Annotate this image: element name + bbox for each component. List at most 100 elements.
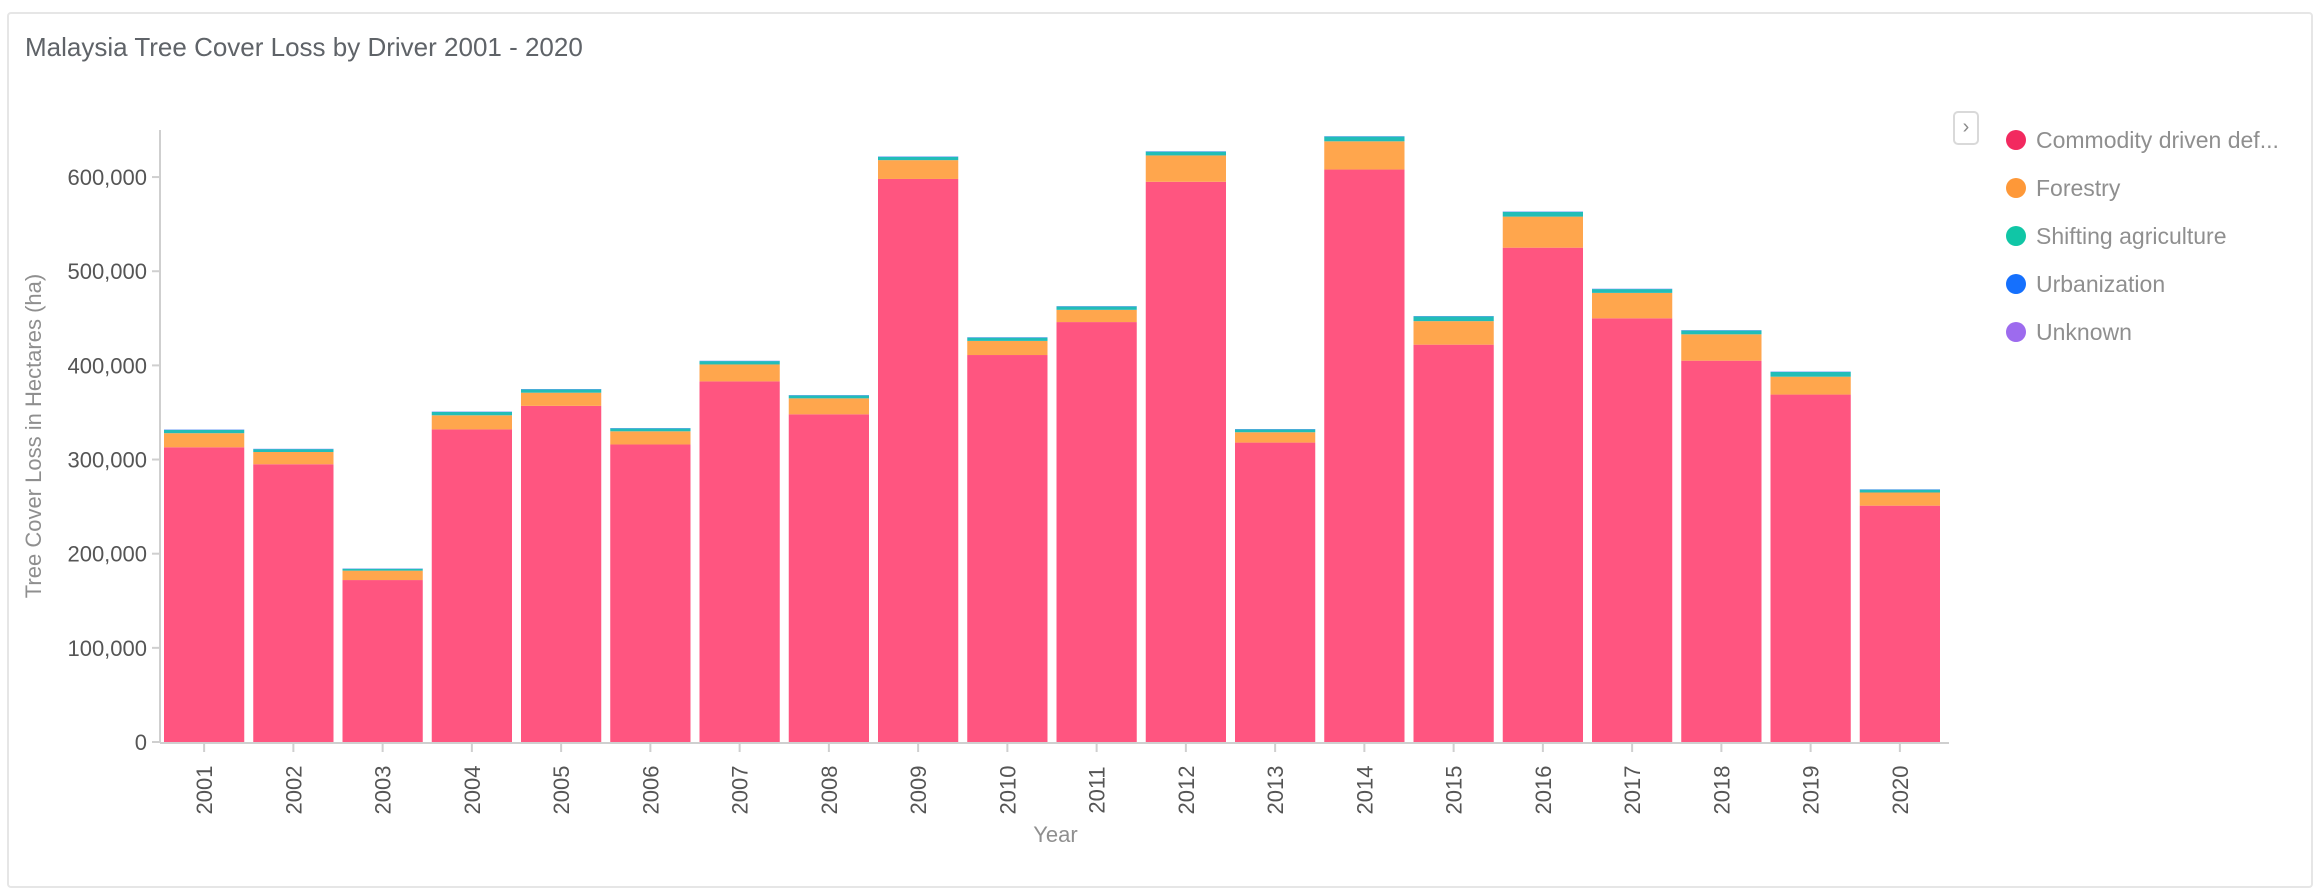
bar-segment bbox=[253, 449, 334, 453]
bar-segment bbox=[1056, 309, 1137, 323]
bar-segment bbox=[1859, 505, 1940, 742]
bar-segment bbox=[610, 428, 691, 432]
x-tick-label: 2018 bbox=[1709, 766, 1734, 815]
bar-segment bbox=[1413, 344, 1494, 742]
bar-segment bbox=[1413, 321, 1494, 345]
y-tick-label: 200,000 bbox=[67, 542, 147, 567]
bar-segment bbox=[431, 411, 512, 416]
bar-segment bbox=[431, 415, 512, 430]
chevron-right-icon[interactable]: › bbox=[1953, 111, 1979, 145]
x-tick-label: 2007 bbox=[728, 766, 753, 815]
bar-segment bbox=[1145, 151, 1226, 156]
bar-segment bbox=[342, 568, 423, 571]
bar-segment bbox=[967, 355, 1048, 742]
bar-segment bbox=[1056, 306, 1137, 310]
bar-segment bbox=[1413, 316, 1494, 322]
x-tick-label: 2002 bbox=[281, 766, 306, 815]
bar-segment bbox=[788, 398, 869, 415]
bar-segment bbox=[1770, 371, 1851, 377]
x-tick-label: 2001 bbox=[192, 766, 217, 815]
x-tick-label: 2010 bbox=[995, 766, 1020, 815]
x-tick-label: 2019 bbox=[1799, 766, 1824, 815]
bar-segment bbox=[1592, 292, 1673, 319]
bar-segment bbox=[521, 389, 602, 393]
bar-segment bbox=[1681, 330, 1762, 335]
legend-dot bbox=[2006, 226, 2026, 246]
x-tick-label: 2020 bbox=[1888, 766, 1913, 815]
bar-segment bbox=[1859, 492, 1940, 506]
legend-dot bbox=[2006, 322, 2026, 342]
legend-item-unknown[interactable]: Unknown bbox=[2006, 317, 2132, 347]
legend-label: Unknown bbox=[2036, 318, 2132, 345]
bar-segment bbox=[1502, 211, 1583, 217]
x-tick-label: 2003 bbox=[371, 766, 396, 815]
x-tick-label: 2016 bbox=[1531, 766, 1556, 815]
legend-item-shifting-agriculture[interactable]: Shifting agriculture bbox=[2006, 221, 2227, 251]
bar-segment bbox=[1770, 394, 1851, 742]
x-tick-label: 2015 bbox=[1442, 766, 1467, 815]
x-tick-label: 2006 bbox=[638, 766, 663, 815]
bar-segment bbox=[610, 431, 691, 445]
bar-segment bbox=[1324, 136, 1405, 142]
bar-segment bbox=[1145, 181, 1226, 743]
x-axis-title: Year bbox=[1033, 822, 1077, 847]
x-tick-label: 2013 bbox=[1263, 766, 1288, 815]
bar-segment bbox=[164, 433, 245, 448]
bar-segment bbox=[1324, 141, 1405, 170]
bar-segment bbox=[342, 580, 423, 742]
x-tick-label: 2011 bbox=[1085, 766, 1110, 813]
legend-dot bbox=[2006, 178, 2026, 198]
bar-segment bbox=[699, 361, 780, 365]
x-tick-label: 2004 bbox=[460, 766, 485, 815]
bar-segment bbox=[521, 405, 602, 742]
legend-item-urbanization[interactable]: Urbanization bbox=[2006, 269, 2165, 299]
bar-segment bbox=[1324, 169, 1405, 742]
bar-segment bbox=[1235, 442, 1316, 742]
bar-segment bbox=[788, 395, 869, 399]
legend-label: Commodity driven def... bbox=[2036, 126, 2279, 153]
bar-segment bbox=[1681, 334, 1762, 361]
bar-segment bbox=[1235, 429, 1316, 433]
y-tick-label: 600,000 bbox=[67, 165, 147, 190]
y-tick-label: 100,000 bbox=[67, 636, 147, 661]
bar-segment bbox=[164, 429, 245, 434]
y-tick-label: 0 bbox=[135, 730, 147, 755]
legend-dot bbox=[2006, 274, 2026, 294]
y-tick-label: 300,000 bbox=[67, 448, 147, 473]
bar-segment bbox=[1235, 432, 1316, 443]
bar-segment bbox=[521, 392, 602, 406]
bar-segment bbox=[967, 340, 1048, 356]
legend-item-forestry[interactable]: Forestry bbox=[2006, 173, 2120, 203]
bar-segment bbox=[431, 429, 512, 742]
x-tick-label: 2005 bbox=[549, 766, 574, 815]
bar-segment bbox=[1502, 216, 1583, 248]
x-tick-label: 2008 bbox=[817, 766, 842, 815]
bar-segment bbox=[610, 444, 691, 742]
chart-title: Malaysia Tree Cover Loss by Driver 2001 … bbox=[25, 32, 583, 62]
bar-segment bbox=[1592, 289, 1673, 293]
bar-segment bbox=[164, 447, 245, 742]
y-axis-title: Tree Cover Loss in Hectares (ha) bbox=[21, 274, 46, 598]
bar-segment bbox=[253, 464, 334, 742]
x-tick-label: 2014 bbox=[1352, 766, 1377, 815]
y-tick-label: 400,000 bbox=[67, 353, 147, 378]
bar-segment bbox=[699, 364, 780, 382]
bar-segment bbox=[1681, 360, 1762, 742]
legend-label: Shifting agriculture bbox=[2036, 222, 2227, 249]
bar-segment bbox=[1770, 376, 1851, 395]
legend-label: Urbanization bbox=[2036, 270, 2166, 297]
bar-segment bbox=[878, 156, 959, 161]
bar-segment bbox=[1145, 155, 1226, 182]
bar-segment bbox=[878, 160, 959, 179]
x-tick-label: 2017 bbox=[1620, 766, 1645, 815]
bar-segment bbox=[967, 337, 1048, 341]
bar-segment bbox=[788, 414, 869, 742]
bar-segment bbox=[1502, 247, 1583, 742]
bar-segment bbox=[342, 570, 423, 581]
bar-segment bbox=[1592, 318, 1673, 742]
y-tick-label: 500,000 bbox=[67, 259, 147, 284]
bar-segment bbox=[253, 452, 334, 465]
x-tick-label: 2009 bbox=[906, 766, 931, 815]
legend-item-commodity[interactable]: Commodity driven def... bbox=[2006, 125, 2279, 155]
